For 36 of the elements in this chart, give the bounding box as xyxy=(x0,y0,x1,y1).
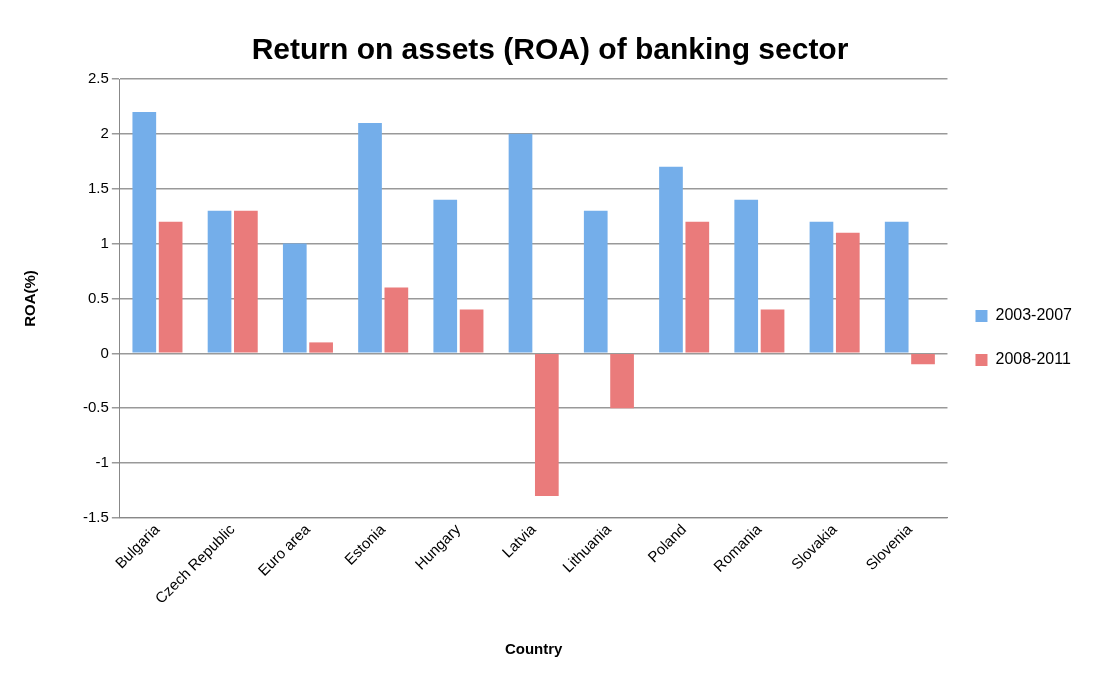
legend-label: 2008-2011 xyxy=(995,350,1071,368)
legend-label: 2003-2007 xyxy=(995,306,1073,324)
bar xyxy=(685,221,710,353)
bar xyxy=(809,221,834,353)
bar xyxy=(583,210,608,353)
bar xyxy=(884,221,909,353)
bar xyxy=(132,111,157,353)
bar xyxy=(459,309,484,353)
y-tick-label: 0.5 xyxy=(87,288,109,306)
y-tick-label: 2.5 xyxy=(87,69,109,87)
y-tick-label: -0.5 xyxy=(82,398,109,416)
bar xyxy=(158,221,183,353)
bar xyxy=(384,287,409,353)
bar xyxy=(835,232,860,353)
bar xyxy=(534,354,559,497)
bar xyxy=(433,199,458,353)
bar xyxy=(207,210,232,353)
bar xyxy=(358,122,382,353)
y-tick-label: 2 xyxy=(100,124,109,142)
x-axis-title: Country xyxy=(504,640,564,658)
bar xyxy=(911,354,935,365)
y-axis-title: ROA(%) xyxy=(21,270,39,327)
bar xyxy=(760,309,785,353)
bar xyxy=(659,166,683,353)
bar xyxy=(734,199,759,353)
bar xyxy=(610,354,634,409)
bar xyxy=(309,342,333,353)
bar xyxy=(282,243,307,353)
y-tick-label: -1 xyxy=(95,453,109,471)
y-tick-label: -1.5 xyxy=(82,508,109,526)
y-tick-label: 1 xyxy=(100,233,109,251)
y-tick-label: 0 xyxy=(100,343,109,361)
bar xyxy=(234,210,258,353)
chart-title: Return on assets (ROA) of banking sector xyxy=(251,32,849,66)
y-tick-label: 1.5 xyxy=(87,178,109,196)
bar xyxy=(508,133,533,353)
